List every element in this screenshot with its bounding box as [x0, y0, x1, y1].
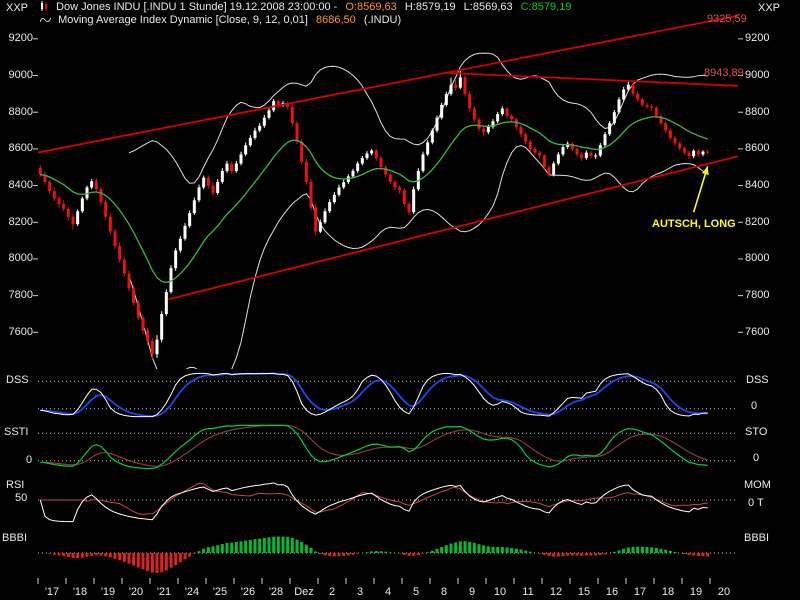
- mom-panel-label-right: MOM: [744, 479, 771, 491]
- indicator-value: 8686,50: [316, 14, 356, 26]
- annotations: [692, 166, 709, 213]
- dss-zero-label: 0: [751, 400, 758, 412]
- ssti-zero-label-left: 0: [26, 454, 33, 466]
- candlestick-icon: [40, 1, 49, 14]
- indicator-name: Moving Average Index Dynamic [Close, 9, …: [58, 14, 308, 26]
- bbbi-panel-label-right: BBBI: [744, 532, 770, 544]
- mom-zero-label-right: 0 T: [748, 497, 764, 509]
- chart-title-bar: Dow Jones INDU [.INDU 1 Stunde] 19.12.20…: [40, 1, 576, 14]
- watermark-right: XXP: [758, 2, 781, 14]
- dss-panel-label-right: DSS: [746, 374, 769, 386]
- watermark-left: XXP: [6, 2, 29, 14]
- indicator-panels[interactable]: [39, 372, 710, 573]
- axes: [33, 38, 743, 584]
- sto-panel-label-right: STO: [745, 426, 768, 438]
- ssti-panel-label-left: SSTI: [4, 426, 29, 438]
- trade-annotation: AUTSCH, LONG: [652, 218, 736, 230]
- open-value: O:8569,63: [345, 1, 397, 13]
- instrument-title: Dow Jones INDU [.INDU 1 Stunde] 19.12.20…: [56, 1, 338, 13]
- low-value: L:8569,63: [463, 1, 513, 13]
- bbbi-panel-label-left: BBBI: [2, 532, 28, 544]
- close-value: C:8579,19: [520, 1, 572, 13]
- rsi-panel-label-left: RSI: [6, 479, 25, 491]
- upper-channel-price-label: 9325,59: [707, 13, 747, 25]
- price-chart[interactable]: [38, 15, 738, 381]
- sto-zero-label-right: 0: [753, 452, 760, 464]
- indicator-symbol: (.INDU): [363, 14, 402, 26]
- rsi-50-label: 50: [15, 492, 28, 504]
- indicator-title-bar: Moving Average Index Dynamic [Close, 9, …: [39, 14, 406, 27]
- wave-icon: [39, 15, 52, 27]
- resistance-price-label: 8943,89: [704, 67, 744, 79]
- dss-panel-label-left: DSS: [6, 374, 29, 386]
- high-value: H:8579,19: [404, 1, 456, 13]
